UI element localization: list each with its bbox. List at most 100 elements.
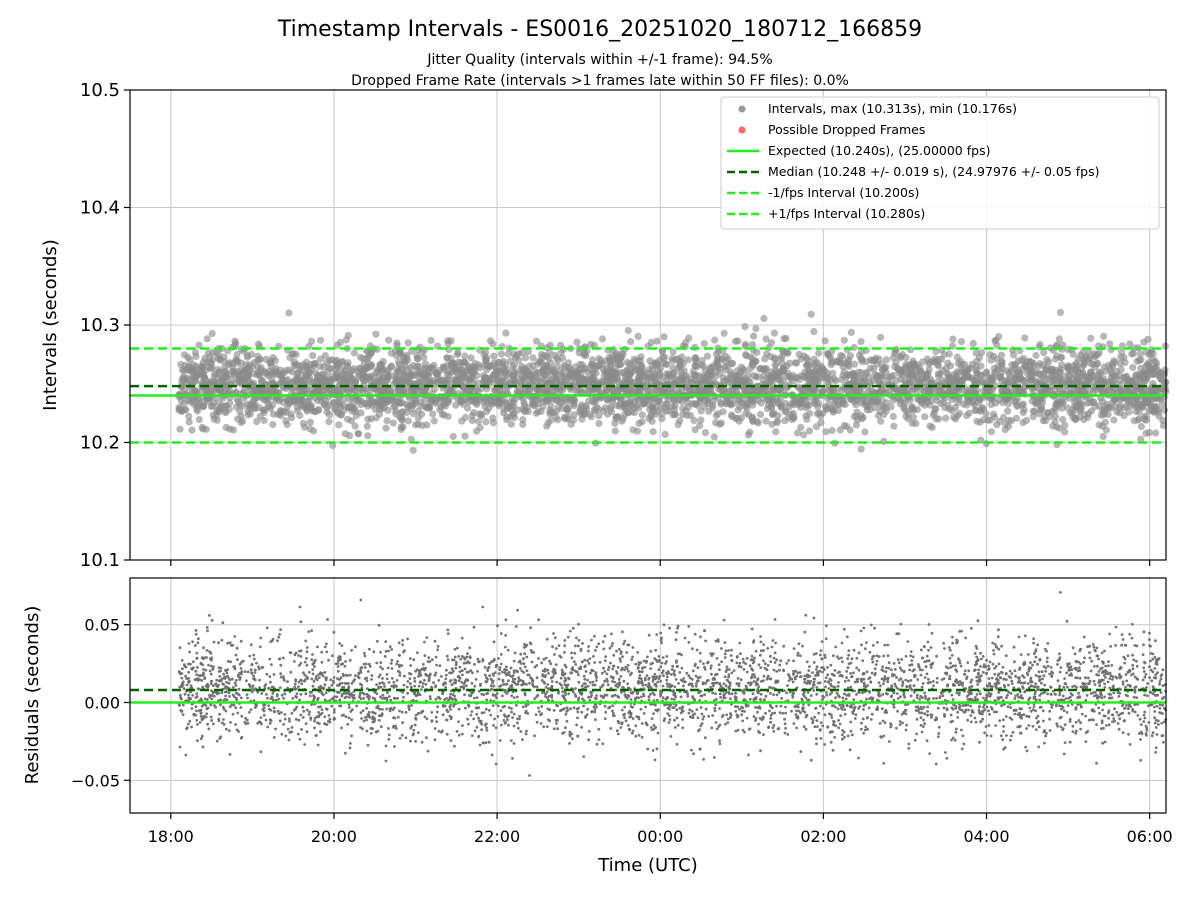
- residual-point: [428, 672, 432, 676]
- residual-point: [920, 685, 924, 689]
- interval-point: [1008, 361, 1016, 369]
- interval-point: [397, 376, 405, 384]
- interval-point: [838, 387, 846, 395]
- interval-point: [1004, 367, 1012, 375]
- interval-point: [502, 329, 510, 337]
- residual-point: [428, 695, 432, 698]
- interval-point: [635, 376, 643, 384]
- residual-point: [227, 691, 231, 695]
- interval-point: [824, 374, 832, 382]
- residual-point: [332, 676, 336, 679]
- interval-point: [504, 350, 512, 358]
- residual-point: [227, 729, 231, 732]
- residual-point: [429, 697, 432, 701]
- residual-point: [983, 731, 986, 735]
- interval-point: [696, 421, 704, 430]
- interval-point: [548, 365, 556, 373]
- residual-point: [1103, 649, 1106, 653]
- interval-point: [364, 415, 372, 423]
- residual-point: [815, 737, 818, 740]
- interval-point: [359, 354, 367, 362]
- residual-point: [1048, 709, 1052, 713]
- residual-point: [904, 703, 907, 707]
- residual-point: [655, 747, 659, 751]
- interval-point: [1099, 432, 1107, 440]
- interval-point: [382, 424, 390, 432]
- residual-point: [465, 655, 469, 659]
- interval-point: [810, 328, 818, 336]
- interval-point: [862, 358, 870, 366]
- interval-point: [1137, 374, 1145, 382]
- interval-point: [1071, 414, 1079, 422]
- interval-point: [1015, 388, 1023, 396]
- residual-point: [652, 712, 655, 715]
- interval-point: [1117, 388, 1126, 396]
- residual-point: [903, 695, 906, 699]
- residual-point: [843, 708, 847, 711]
- interval-point: [741, 323, 749, 331]
- interval-point: [679, 404, 687, 412]
- interval-point: [871, 404, 879, 412]
- interval-point: [497, 350, 505, 358]
- interval-point: [489, 414, 497, 422]
- residual-point: [434, 697, 438, 701]
- interval-point: [346, 432, 354, 440]
- residual-point: [1139, 738, 1142, 741]
- residual-point: [742, 668, 746, 671]
- residual-point: [1135, 659, 1138, 663]
- residual-point: [1150, 679, 1154, 683]
- interval-point: [222, 402, 230, 410]
- interval-point: [461, 352, 469, 360]
- residual-point: [1096, 664, 1099, 668]
- interval-point: [821, 337, 829, 345]
- residual-point: [563, 639, 567, 642]
- interval-point: [520, 399, 528, 407]
- interval-point: [581, 387, 589, 395]
- residual-point: [855, 666, 859, 670]
- interval-point: [812, 423, 821, 431]
- interval-point: [229, 426, 237, 434]
- interval-point: [404, 417, 412, 425]
- interval-point: [395, 397, 403, 405]
- interval-point: [700, 340, 708, 348]
- residual-point: [453, 655, 457, 659]
- interval-point: [487, 399, 496, 407]
- interval-point: [1055, 335, 1063, 343]
- residual-point: [365, 707, 368, 710]
- interval-point: [631, 398, 639, 406]
- interval-point: [1052, 366, 1060, 374]
- residual-point: [423, 654, 427, 657]
- interval-point: [822, 405, 831, 413]
- residual-point: [1151, 657, 1155, 661]
- residual-point: [206, 722, 210, 726]
- interval-point: [828, 426, 836, 435]
- interval-point: [363, 422, 371, 430]
- interval-point: [815, 349, 823, 357]
- residual-point: [190, 707, 194, 710]
- interval-point: [563, 405, 571, 413]
- interval-point: [658, 374, 667, 382]
- residual-point: [740, 713, 744, 717]
- interval-point: [649, 428, 657, 436]
- interval-point: [587, 413, 595, 421]
- interval-point: [447, 354, 455, 362]
- residual-point: [1008, 669, 1012, 673]
- interval-point: [447, 368, 456, 376]
- residual-point: [646, 655, 649, 659]
- residual-point: [191, 640, 195, 644]
- interval-point: [1142, 429, 1150, 437]
- interval-point: [1100, 406, 1108, 414]
- interval-point: [822, 428, 830, 436]
- residual-point: [621, 630, 624, 634]
- interval-point: [692, 377, 700, 385]
- interval-point: [838, 352, 847, 360]
- residual-point: [912, 684, 916, 688]
- residual-point: [644, 683, 648, 687]
- interval-point: [589, 362, 597, 370]
- interval-point: [973, 417, 981, 425]
- interval-point: [882, 356, 891, 364]
- interval-point: [509, 411, 517, 419]
- interval-point: [790, 414, 798, 422]
- interval-point: [635, 386, 644, 394]
- interval-point: [429, 410, 437, 418]
